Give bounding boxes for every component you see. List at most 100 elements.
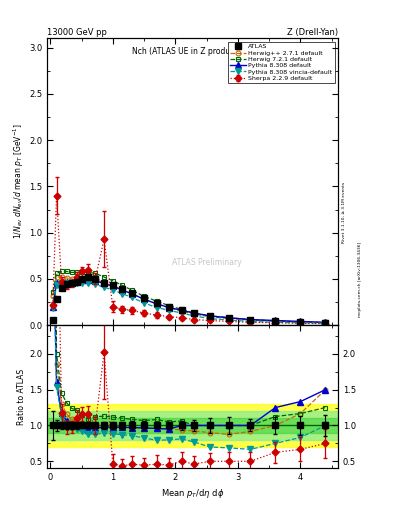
Pythia 8.308 default: [102, 281, 107, 287]
Herwig 7.2.1 default: [323, 319, 328, 326]
Pythia 8.308 default: [226, 315, 231, 321]
Pythia 8.308 default: [120, 287, 125, 293]
Herwig 7.2.1 default: [54, 270, 59, 276]
Herwig 7.2.1 default: [64, 268, 69, 274]
Pythia 8.308 default: [192, 310, 196, 316]
Y-axis label: $1/N_{ev}$ $dN_{ev}/d$ mean $p_T$ [GeV$^{-1}$]: $1/N_{ev}$ $dN_{ev}/d$ mean $p_T$ [GeV$^…: [12, 124, 26, 240]
Herwig 7.2.1 default: [208, 313, 212, 319]
Pythia 8.308 default: [208, 313, 212, 319]
Pythia 8.308 default: [167, 305, 171, 311]
Line: Pythia 8.308 default: Pythia 8.308 default: [50, 277, 328, 325]
Herwig 7.2.1 default: [59, 268, 64, 274]
Herwig++ 2.7.1 default: [54, 274, 59, 280]
Herwig 7.2.1 default: [142, 293, 147, 300]
Pythia 8.308 default: [129, 291, 134, 297]
Pythia 8.308 default: [59, 279, 64, 285]
Pythia 8.308 vincia-default: [69, 281, 74, 287]
Herwig 7.2.1 default: [179, 306, 184, 312]
Herwig 7.2.1 default: [273, 318, 278, 324]
Pythia 8.308 vincia-default: [85, 280, 90, 286]
Pythia 8.308 vincia-default: [192, 313, 196, 319]
Herwig++ 2.7.1 default: [142, 296, 147, 302]
Pythia 8.308 vincia-default: [50, 305, 55, 311]
Herwig 7.2.1 default: [192, 310, 196, 316]
Text: mcplots.cern.ch [arXiv:1306.3436]: mcplots.cern.ch [arXiv:1306.3436]: [358, 242, 362, 316]
Herwig++ 2.7.1 default: [248, 317, 253, 323]
Pythia 8.308 vincia-default: [129, 294, 134, 301]
Pythia 8.308 vincia-default: [208, 315, 212, 322]
Herwig++ 2.7.1 default: [110, 282, 115, 288]
Herwig 7.2.1 default: [69, 269, 74, 275]
Text: 13000 GeV pp: 13000 GeV pp: [47, 28, 107, 37]
Text: Nch (ATLAS UE in Z production): Nch (ATLAS UE in Z production): [132, 47, 253, 56]
Text: ATLAS Preliminary: ATLAS Preliminary: [172, 258, 242, 267]
Herwig 7.2.1 default: [154, 298, 159, 304]
Herwig 7.2.1 default: [79, 269, 84, 275]
Herwig++ 2.7.1 default: [226, 315, 231, 322]
Pythia 8.308 vincia-default: [323, 320, 328, 326]
Herwig++ 2.7.1 default: [154, 301, 159, 307]
Line: Herwig++ 2.7.1 default: Herwig++ 2.7.1 default: [50, 274, 328, 325]
Herwig++ 2.7.1 default: [273, 318, 278, 325]
Pythia 8.308 default: [85, 276, 90, 283]
Y-axis label: Ratio to ATLAS: Ratio to ATLAS: [17, 369, 26, 425]
Pythia 8.308 vincia-default: [248, 318, 253, 325]
Pythia 8.308 vincia-default: [179, 310, 184, 316]
Pythia 8.308 default: [298, 318, 303, 325]
Pythia 8.308 default: [54, 281, 59, 287]
Herwig++ 2.7.1 default: [179, 308, 184, 314]
Herwig 7.2.1 default: [50, 289, 55, 295]
Pythia 8.308 default: [79, 276, 84, 283]
Pythia 8.308 default: [74, 278, 79, 284]
Herwig++ 2.7.1 default: [120, 287, 125, 293]
Herwig 7.2.1 default: [226, 315, 231, 321]
Herwig 7.2.1 default: [110, 278, 115, 284]
Herwig++ 2.7.1 default: [102, 280, 107, 286]
Pythia 8.308 vincia-default: [102, 284, 107, 290]
Pythia 8.308 default: [64, 279, 69, 285]
Herwig 7.2.1 default: [74, 269, 79, 275]
Herwig 7.2.1 default: [248, 316, 253, 323]
Line: Pythia 8.308 vincia-default: Pythia 8.308 vincia-default: [50, 280, 328, 326]
Herwig++ 2.7.1 default: [93, 276, 98, 283]
Line: Herwig 7.2.1 default: Herwig 7.2.1 default: [50, 269, 328, 325]
Pythia 8.308 default: [142, 296, 147, 302]
Herwig++ 2.7.1 default: [50, 292, 55, 298]
Pythia 8.308 vincia-default: [59, 281, 64, 287]
Herwig++ 2.7.1 default: [69, 276, 74, 282]
Text: Rivet 3.1.10, ≥ 3.1M events: Rivet 3.1.10, ≥ 3.1M events: [342, 182, 346, 243]
Herwig 7.2.1 default: [167, 303, 171, 309]
Herwig++ 2.7.1 default: [79, 276, 84, 282]
Pythia 8.308 default: [154, 301, 159, 307]
Pythia 8.308 default: [273, 317, 278, 324]
Pythia 8.308 default: [110, 283, 115, 289]
Pythia 8.308 default: [69, 279, 74, 285]
Pythia 8.308 default: [248, 316, 253, 323]
Pythia 8.308 vincia-default: [120, 291, 125, 297]
Herwig++ 2.7.1 default: [208, 314, 212, 320]
Pythia 8.308 default: [323, 319, 328, 326]
Pythia 8.308 vincia-default: [79, 280, 84, 286]
Pythia 8.308 vincia-default: [64, 281, 69, 287]
Herwig++ 2.7.1 default: [192, 311, 196, 317]
Herwig++ 2.7.1 default: [74, 276, 79, 283]
Herwig++ 2.7.1 default: [323, 319, 328, 326]
Pythia 8.308 vincia-default: [93, 282, 98, 288]
Pythia 8.308 vincia-default: [154, 305, 159, 311]
X-axis label: Mean $p_T$/d$\eta$ d$\phi$: Mean $p_T$/d$\eta$ d$\phi$: [161, 486, 224, 500]
Pythia 8.308 vincia-default: [298, 319, 303, 326]
Herwig 7.2.1 default: [120, 282, 125, 288]
Pythia 8.308 vincia-default: [167, 307, 171, 313]
Text: Z (Drell-Yan): Z (Drell-Yan): [287, 28, 338, 37]
Pythia 8.308 vincia-default: [226, 317, 231, 323]
Herwig++ 2.7.1 default: [59, 274, 64, 280]
Pythia 8.308 default: [93, 278, 98, 284]
Pythia 8.308 default: [179, 307, 184, 313]
Herwig++ 2.7.1 default: [85, 275, 90, 281]
Herwig++ 2.7.1 default: [167, 305, 171, 311]
Pythia 8.308 vincia-default: [142, 300, 147, 306]
Herwig 7.2.1 default: [93, 270, 98, 276]
Pythia 8.308 vincia-default: [273, 319, 278, 326]
Pythia 8.308 vincia-default: [54, 282, 59, 288]
Herwig++ 2.7.1 default: [129, 291, 134, 297]
